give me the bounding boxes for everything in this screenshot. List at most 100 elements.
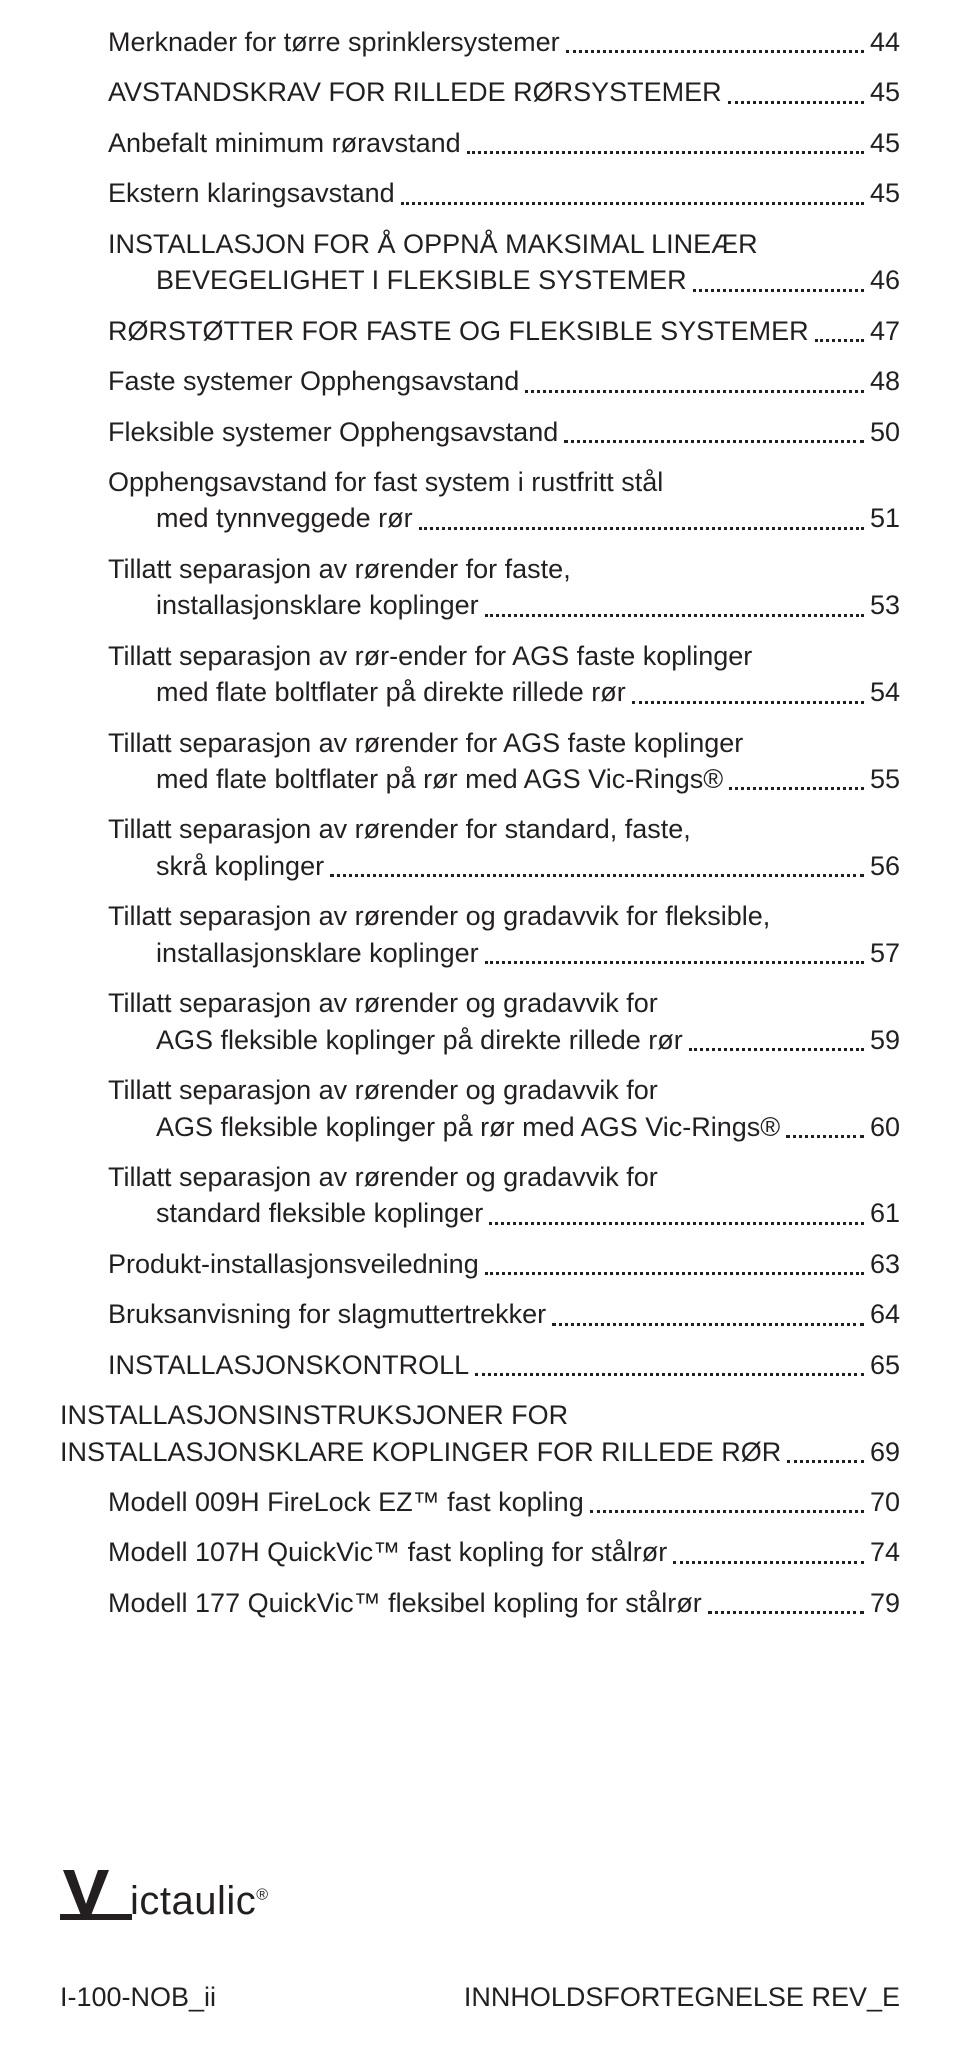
logo-registered: ® [256,1887,268,1904]
toc-entry-page: 47 [870,313,900,349]
toc-leader-dots [673,1561,864,1564]
toc-entry-page: 54 [870,674,900,710]
toc-entry: Tillatt separasjon av rørender og gradav… [108,1072,900,1145]
toc-entry-label: med tynnveggede rør [108,500,413,536]
toc-entry-page: 55 [870,761,900,797]
toc-entry-page: 57 [870,935,900,971]
toc-entry: Modell 177 QuickVic™ fleksibel kopling f… [108,1585,900,1621]
toc-entry-line: Tillatt separasjon av rørender for faste… [108,551,900,587]
toc-leader-dots [564,440,864,443]
toc-entry: INSTALLASJONSKONTROLL 65 [108,1347,900,1383]
toc-entry-label: installasjonsklare koplinger [108,935,479,971]
toc-entry: Faste systemer Opphengsavstand48 [108,363,900,399]
toc-entry-page: 50 [870,414,900,450]
toc-leader-dots [815,339,864,342]
toc-entry-label: Faste systemer Opphengsavstand [108,363,519,399]
toc-entry: Modell 009H FireLock EZ™ fast kopling 70 [108,1484,900,1520]
footer-line: I-100-NOB_ii INNHOLDSFORTEGNELSE REV_E [60,1982,900,2013]
toc-leader-dots [330,874,864,877]
toc-entry: RØRSTØTTER FOR FASTE OG FLEKSIBLE SYSTEM… [108,313,900,349]
toc-entry-page: 70 [870,1484,900,1520]
toc-entry-label: Merknader for tørre sprinklersystemer [108,24,560,60]
toc-leader-dots [693,289,864,292]
toc-entry-line: INSTALLASJON FOR Å OPPNÅ MAKSIMAL LINEÆR [108,226,900,262]
toc-entry-label: AGS fleksible koplinger på direkte rille… [108,1022,683,1058]
toc-leader-dots [525,390,864,393]
toc-entry-page: 45 [870,125,900,161]
toc-entry: Produkt-installasjonsveiledning 63 [108,1246,900,1282]
toc-leader-dots [419,527,864,530]
toc-entry-label: med flate boltflater på rør med AGS Vic-… [108,761,723,797]
toc-entry-label: standard fleksible koplinger [108,1195,483,1231]
toc-entry: Tillatt separasjon av rørender for faste… [108,551,900,624]
toc-entry: Tillatt separasjon av rørender for stand… [108,811,900,884]
toc-entry-page: 69 [870,1434,900,1470]
toc-entry: Tillatt separasjon av rørender for AGS f… [108,725,900,798]
victaulic-logo-text: ictaulic® [130,1879,269,1924]
toc-entry: Tillatt separasjon av rørender og gradav… [108,898,900,971]
toc-entry-line: Tillatt separasjon av rør-ender for AGS … [108,638,900,674]
toc-entry-label: INSTALLASJONSKLARE KOPLINGER FOR RILLEDE… [60,1434,781,1470]
toc-entry-label: Modell 107H QuickVic™ fast kopling for s… [108,1534,667,1570]
toc-entry: INSTALLASJON FOR Å OPPNÅ MAKSIMAL LINEÆR… [108,226,900,299]
toc-entry-page: 65 [870,1347,900,1383]
toc-entry: Opphengsavstand for fast system i rustfr… [108,464,900,537]
toc-leader-dots [689,1048,864,1051]
toc-entry-line: Tillatt separasjon av rørender for stand… [108,811,900,847]
toc-entry-line: Tillatt separasjon av rørender og gradav… [108,898,900,934]
toc-leader-dots [786,1135,864,1138]
toc-entry-line: INSTALLASJONSINSTRUKSJONER FOR [60,1397,900,1433]
toc-entry: Tillatt separasjon av rørender og gradav… [108,1159,900,1232]
toc-entry: Anbefalt minimum røravstand 45 [108,125,900,161]
toc-entry-page: 45 [870,175,900,211]
toc-entry-page: 51 [870,500,900,536]
footer-left: I-100-NOB_ii [60,1982,216,2013]
toc-leader-dots [489,1222,864,1225]
logo-word: ictaulic [130,1879,256,1923]
toc-entry-label: Bruksanvisning for slagmuttertrekker [108,1296,546,1332]
toc-leader-dots [485,1272,864,1275]
toc-leader-dots [728,101,864,104]
toc-entry-label: Fleksible systemer Opphengsavstand [108,414,558,450]
toc-entry-label: INSTALLASJONSKONTROLL [108,1347,469,1383]
toc-entry: Modell 107H QuickVic™ fast kopling for s… [108,1534,900,1570]
toc-entry-label: AVSTANDSKRAV FOR RILLEDE RØRSYSTEMER [108,74,722,110]
toc-entry-line: Tillatt separasjon av rørender og gradav… [108,985,900,1021]
toc-entry: Ekstern klaringsavstand 45 [108,175,900,211]
toc-entry-label: installasjonsklare koplinger [108,587,479,623]
toc-entry-page: 79 [870,1585,900,1621]
toc-entry-page: 53 [870,587,900,623]
toc-entry-page: 61 [870,1195,900,1231]
toc-leader-dots [632,701,864,704]
toc-entry: Merknader for tørre sprinklersystemer44 [108,24,900,60]
toc-entry-label: Ekstern klaringsavstand [108,175,395,211]
toc-leader-dots [552,1323,864,1326]
toc-entry-page: 46 [870,262,900,298]
toc-entry-line: Opphengsavstand for fast system i rustfr… [108,464,900,500]
toc-entry: INSTALLASJONSINSTRUKSJONER FORINSTALLASJ… [60,1397,900,1470]
toc-entry-page: 64 [870,1296,900,1332]
toc-leader-dots [467,151,864,154]
toc-entry-label: AGS fleksible koplinger på rør med AGS V… [108,1109,780,1145]
toc-entry-page: 63 [870,1246,900,1282]
brand-logo-row: ictaulic® [60,1868,900,1922]
toc-leader-dots [401,202,864,205]
toc-entry-line: Tillatt separasjon av rørender for AGS f… [108,725,900,761]
toc-entry-label: Anbefalt minimum røravstand [108,125,461,161]
toc-leader-dots [590,1510,864,1513]
toc-entry-page: 74 [870,1534,900,1570]
toc-entry-label: Modell 177 QuickVic™ fleksibel kopling f… [108,1585,702,1621]
footer-right: INNHOLDSFORTEGNELSE REV_E [464,1982,900,2013]
toc-entry: Tillatt separasjon av rør-ender for AGS … [108,638,900,711]
toc-entry-label: Modell 009H FireLock EZ™ fast kopling [108,1484,584,1520]
toc-entry: AVSTANDSKRAV FOR RILLEDE RØRSYSTEMER45 [108,74,900,110]
toc-leader-dots [485,614,864,617]
toc-leader-dots [787,1460,864,1463]
toc-entry: Fleksible systemer Opphengsavstand 50 [108,414,900,450]
toc-entry-page: 56 [870,848,900,884]
toc-entry-label: Produkt-installasjonsveiledning [108,1246,479,1282]
toc-entry-label: BEVEGELIGHET I FLEKSIBLE SYSTEMER [108,262,687,298]
toc-entry-label: skrå koplinger [108,848,324,884]
toc-entry: Tillatt separasjon av rørender og gradav… [108,985,900,1058]
toc-entry-line: Tillatt separasjon av rørender og gradav… [108,1072,900,1108]
